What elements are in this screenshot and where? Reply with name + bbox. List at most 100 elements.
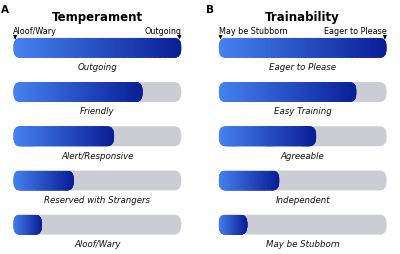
Bar	[69, 39, 71, 58]
Bar	[105, 127, 106, 147]
Bar	[235, 215, 236, 235]
Bar	[34, 215, 35, 235]
Bar	[31, 215, 32, 235]
Bar	[383, 39, 385, 58]
Bar	[108, 83, 109, 103]
Bar	[234, 83, 236, 103]
Bar	[90, 39, 92, 58]
Bar	[262, 39, 264, 58]
Bar	[279, 127, 280, 147]
Bar	[346, 83, 347, 103]
Text: Alert/Responsive: Alert/Responsive	[61, 151, 134, 160]
Bar	[242, 39, 244, 58]
Bar	[297, 127, 298, 147]
Bar	[144, 39, 146, 58]
Bar	[247, 127, 248, 147]
Bar	[63, 127, 64, 147]
Bar	[35, 215, 36, 235]
Bar	[242, 171, 243, 191]
Bar	[139, 39, 141, 58]
Bar	[24, 127, 25, 147]
Bar	[326, 83, 328, 103]
Bar	[348, 39, 350, 58]
Bar	[141, 83, 143, 103]
Bar	[313, 127, 314, 147]
Bar	[266, 171, 267, 191]
Bar	[76, 39, 77, 58]
Bar	[66, 127, 67, 147]
Bar	[51, 171, 52, 191]
Bar	[64, 83, 65, 103]
Bar	[26, 127, 27, 147]
Bar	[80, 39, 82, 58]
Bar	[276, 83, 278, 103]
Bar	[239, 127, 240, 147]
Bar	[42, 171, 43, 191]
Bar	[51, 83, 52, 103]
Bar	[69, 83, 70, 103]
Bar	[219, 171, 220, 191]
Bar	[378, 39, 380, 58]
Bar	[270, 83, 271, 103]
Bar	[269, 39, 271, 58]
Bar	[87, 83, 88, 103]
Bar	[116, 39, 118, 58]
Bar	[87, 127, 88, 147]
Bar	[77, 83, 78, 103]
Bar	[36, 127, 38, 147]
Bar	[20, 215, 21, 235]
Bar	[72, 39, 74, 58]
Bar	[28, 215, 29, 235]
Bar	[50, 127, 51, 147]
Bar	[291, 127, 292, 147]
Bar	[237, 39, 239, 58]
Bar	[300, 127, 302, 147]
Bar	[54, 83, 55, 103]
Bar	[232, 215, 233, 235]
Bar	[84, 127, 85, 147]
Bar	[52, 171, 53, 191]
Bar	[117, 83, 118, 103]
Bar	[104, 39, 106, 58]
Bar	[304, 127, 306, 147]
Bar	[336, 39, 338, 58]
Bar	[259, 83, 260, 103]
Bar	[121, 39, 123, 58]
Text: Independent: Independent	[275, 195, 330, 204]
Bar	[34, 171, 35, 191]
Bar	[49, 171, 50, 191]
Bar	[297, 83, 299, 103]
Bar	[86, 39, 88, 58]
Bar	[273, 171, 274, 191]
Bar	[49, 127, 50, 147]
Bar	[277, 171, 278, 191]
Bar	[95, 127, 96, 147]
Bar	[229, 215, 230, 235]
Bar	[264, 127, 266, 147]
Bar	[251, 171, 252, 191]
Bar	[355, 39, 357, 58]
Bar	[22, 215, 23, 235]
Bar	[239, 171, 240, 191]
Bar	[299, 39, 301, 58]
Bar	[350, 39, 352, 58]
Bar	[67, 39, 69, 58]
Bar	[38, 39, 40, 58]
Bar	[344, 83, 346, 103]
Bar	[231, 171, 232, 191]
Bar	[129, 39, 131, 58]
Bar	[17, 83, 19, 103]
Bar	[260, 127, 261, 147]
Bar	[274, 171, 275, 191]
Bar	[282, 39, 284, 58]
Bar	[221, 127, 222, 147]
Bar	[260, 83, 262, 103]
Bar	[256, 39, 258, 58]
Bar	[33, 171, 34, 191]
Bar	[236, 39, 237, 58]
Bar	[249, 83, 250, 103]
Bar	[56, 127, 57, 147]
Bar	[61, 171, 62, 191]
Bar	[340, 39, 342, 58]
Bar	[245, 215, 246, 235]
